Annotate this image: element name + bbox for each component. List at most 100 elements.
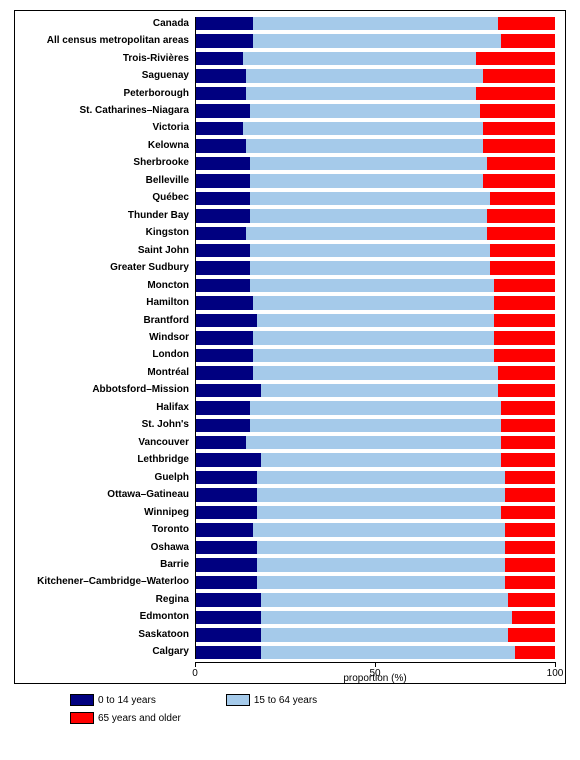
- row-label: Ottawa–Gatineau: [107, 490, 189, 500]
- bar-segment: [508, 593, 555, 606]
- row-label: Regina: [156, 595, 189, 605]
- bar-row: [196, 104, 555, 117]
- bar-segment: [490, 261, 555, 274]
- bar-segment: [253, 34, 501, 47]
- bar-row: [196, 314, 555, 327]
- bar-segment: [257, 506, 501, 519]
- bar-segment: [196, 331, 253, 344]
- bar-segment: [196, 314, 257, 327]
- bar-row: [196, 436, 555, 449]
- bar-segment: [196, 349, 253, 362]
- bar-segment: [257, 541, 505, 554]
- bar-segment: [494, 279, 555, 292]
- bars-area: [195, 17, 555, 659]
- bar-segment: [196, 209, 250, 222]
- row-label: Abbotsford–Mission: [92, 385, 189, 395]
- bar-row: [196, 471, 555, 484]
- bar-segment: [253, 17, 497, 30]
- plot-area: CanadaAll census metropolitan areasTrois…: [14, 10, 566, 684]
- row-label: Saint John: [138, 246, 189, 256]
- xaxis-tick: [555, 662, 556, 667]
- bar-segment: [196, 523, 253, 536]
- bar-row: [196, 139, 555, 152]
- legend-item: 65 years and older: [70, 712, 181, 724]
- row-label: Greater Sudbury: [110, 263, 189, 273]
- bar-segment: [483, 174, 555, 187]
- bar-segment: [196, 157, 250, 170]
- legend-swatch: [70, 694, 94, 706]
- bar-row: [196, 541, 555, 554]
- bar-segment: [257, 488, 505, 501]
- bar-segment: [196, 227, 246, 240]
- bar-segment: [505, 558, 555, 571]
- bar-segment: [250, 244, 491, 257]
- row-label: Kitchener–Cambridge–Waterloo: [37, 577, 189, 587]
- bar-segment: [476, 52, 555, 65]
- bar-segment: [505, 523, 555, 536]
- bar-row: [196, 209, 555, 222]
- bar-segment: [250, 157, 487, 170]
- bar-segment: [196, 139, 246, 152]
- bar-row: [196, 227, 555, 240]
- bar-row: [196, 419, 555, 432]
- bar-row: [196, 453, 555, 466]
- bar-segment: [483, 122, 555, 135]
- row-label: Oshawa: [151, 543, 189, 553]
- row-label: Barrie: [160, 560, 189, 570]
- bar-segment: [246, 436, 501, 449]
- row-label: St. John's: [142, 420, 189, 430]
- bar-segment: [196, 541, 257, 554]
- row-label: Vancouver: [138, 438, 189, 448]
- bar-segment: [505, 541, 555, 554]
- bar-segment: [253, 331, 494, 344]
- xaxis-tick-label: 100: [547, 668, 564, 679]
- bar-segment: [494, 331, 555, 344]
- bar-segment: [498, 366, 555, 379]
- row-label: Thunder Bay: [128, 211, 189, 221]
- bar-row: [196, 611, 555, 624]
- bar-segment: [250, 401, 501, 414]
- bar-row: [196, 401, 555, 414]
- bar-segment: [508, 628, 555, 641]
- row-label: Kelowna: [148, 141, 189, 151]
- bar-segment: [261, 646, 516, 659]
- chart-container: CanadaAll census metropolitan areasTrois…: [0, 0, 580, 760]
- bar-segment: [487, 227, 555, 240]
- row-label: Trois-Rivières: [123, 54, 189, 64]
- bar-segment: [196, 593, 261, 606]
- bar-segment: [487, 157, 555, 170]
- bar-segment: [490, 192, 555, 205]
- bar-segment: [196, 69, 246, 82]
- bar-segment: [196, 122, 243, 135]
- bar-segment: [196, 384, 261, 397]
- bar-segment: [494, 314, 555, 327]
- row-label: London: [152, 350, 189, 360]
- bar-row: [196, 628, 555, 641]
- bar-segment: [196, 174, 250, 187]
- row-label: Hamilton: [146, 298, 189, 308]
- row-label: Moncton: [147, 281, 189, 291]
- row-label: All census metropolitan areas: [47, 36, 189, 46]
- row-label: Peterborough: [123, 89, 189, 99]
- bar-row: [196, 17, 555, 30]
- bar-segment: [487, 209, 555, 222]
- bar-row: [196, 506, 555, 519]
- bar-segment: [498, 384, 555, 397]
- bar-segment: [250, 192, 491, 205]
- row-label: Montréal: [147, 368, 189, 378]
- bar-segment: [196, 34, 253, 47]
- bar-row: [196, 174, 555, 187]
- bar-segment: [246, 69, 483, 82]
- bar-row: [196, 192, 555, 205]
- bar-row: [196, 576, 555, 589]
- bar-segment: [196, 401, 250, 414]
- bar-segment: [196, 488, 257, 501]
- bar-segment: [501, 506, 555, 519]
- bar-segment: [501, 401, 555, 414]
- bar-segment: [196, 296, 253, 309]
- bar-segment: [505, 488, 555, 501]
- legend-label: 0 to 14 years: [98, 695, 156, 706]
- bar-segment: [196, 471, 257, 484]
- bar-segment: [196, 366, 253, 379]
- legend-swatch: [70, 712, 94, 724]
